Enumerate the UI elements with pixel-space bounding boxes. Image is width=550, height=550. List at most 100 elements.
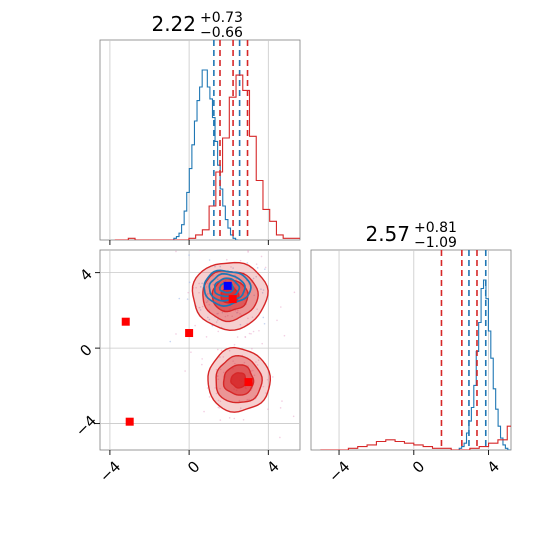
histogram-blue <box>171 69 239 240</box>
joint-panel: −4 0 4 4 0 −4 <box>72 247 301 486</box>
scatter-point <box>255 361 257 363</box>
red-marker <box>185 329 194 338</box>
scatter-point <box>255 263 258 265</box>
joint-ticks <box>95 272 269 455</box>
scatter-point <box>221 311 224 314</box>
scatter-point <box>208 303 211 306</box>
scatter-point <box>283 334 286 337</box>
top-title-plus: +0.73 <box>200 10 243 26</box>
scatter-point <box>184 370 186 372</box>
scatter-point <box>262 385 265 388</box>
scatter-point <box>236 311 238 314</box>
scatter-point <box>248 398 250 401</box>
scatter-point <box>212 283 215 286</box>
scatter-point <box>219 419 222 421</box>
scatter-point <box>256 364 259 366</box>
scatter-point <box>199 309 202 311</box>
scatter-point <box>247 250 249 252</box>
scatter-point <box>239 259 242 262</box>
scatter-point <box>262 247 264 249</box>
scatter-point <box>234 362 236 365</box>
x-tick-label: 0 <box>409 457 428 476</box>
scatter-point <box>248 332 251 335</box>
scatter-point <box>216 348 219 351</box>
blue-marker <box>223 281 232 290</box>
scatter-point <box>206 293 209 296</box>
scatter-point <box>234 309 237 312</box>
scatter-point <box>214 250 217 251</box>
scatter-point <box>263 322 266 325</box>
scatter-point <box>216 312 218 315</box>
scatter-point <box>230 266 232 268</box>
right-title-plus: +0.81 <box>414 220 457 236</box>
scatter-point <box>190 351 192 353</box>
scatter-point <box>178 297 181 300</box>
scatter-point <box>280 306 282 308</box>
scatter-point <box>247 251 249 253</box>
scatter-point <box>194 324 196 327</box>
scatter-point <box>207 316 209 319</box>
scatter-point <box>220 349 223 352</box>
scatter-point <box>207 282 209 285</box>
scatter-point <box>272 376 274 378</box>
red-density-contour <box>230 372 247 389</box>
scatter-point <box>222 371 225 374</box>
scatter-point <box>247 317 249 320</box>
histogram-red <box>320 425 511 450</box>
scatter-point <box>217 399 220 402</box>
scatter-point <box>219 265 222 268</box>
scatter-point <box>246 262 249 264</box>
scatter-point <box>175 333 177 335</box>
red-marker <box>125 417 134 426</box>
scatter-point <box>205 286 208 288</box>
scatter-point <box>175 250 177 253</box>
right-title-minus: −1.09 <box>414 235 457 251</box>
scatter-point <box>236 336 239 338</box>
scatter-point <box>219 387 221 390</box>
scatter-point <box>187 291 190 294</box>
right-marginal-histograms <box>320 250 511 450</box>
scatter-point <box>252 369 254 372</box>
joint-density <box>121 247 300 439</box>
top-marginal-grid <box>109 40 269 240</box>
scatter-point <box>252 277 255 280</box>
scatter-point <box>264 266 267 269</box>
right-marginal-ticks <box>338 450 490 455</box>
scatter-point <box>251 316 254 318</box>
x-tick-label: 4 <box>263 457 282 476</box>
scatter-point <box>214 387 216 389</box>
scatter-point <box>208 309 210 311</box>
scatter-point <box>266 378 269 381</box>
y-tick-label: 4 <box>76 265 95 284</box>
scatter-point <box>211 324 214 327</box>
scatter-point <box>243 361 246 364</box>
scatter-point <box>255 275 258 278</box>
y-tick-label: 0 <box>76 341 95 360</box>
scatter-point <box>201 282 203 285</box>
top-marginal-frame <box>99 39 301 241</box>
blue-density-contour <box>203 269 252 307</box>
scatter-point <box>219 368 222 371</box>
scatter-point <box>205 301 208 304</box>
scatter-point <box>250 333 252 335</box>
scatter-point <box>256 267 259 269</box>
scatter-point <box>216 319 219 321</box>
scatter-point <box>258 329 260 332</box>
right-marginal-panel: −4 0 4 2.57 +0.81 −1.09 <box>310 220 512 486</box>
scatter-point <box>233 343 236 346</box>
scatter-point <box>231 315 233 318</box>
right-marginal-tick-labels: −4 0 4 <box>325 457 503 485</box>
scatter-point <box>212 274 214 277</box>
scatter-point <box>299 259 300 262</box>
scatter-point <box>226 314 229 317</box>
scatter-point <box>199 250 201 252</box>
top-marginal-histograms <box>114 40 300 240</box>
scatter-point <box>208 396 211 398</box>
scatter-point <box>293 291 296 294</box>
scatter-point <box>251 347 253 350</box>
scatter-point <box>239 323 242 326</box>
scatter-point <box>206 292 209 295</box>
scatter-point <box>267 408 269 411</box>
scatter-point <box>214 265 216 268</box>
scatter-point <box>260 255 263 258</box>
